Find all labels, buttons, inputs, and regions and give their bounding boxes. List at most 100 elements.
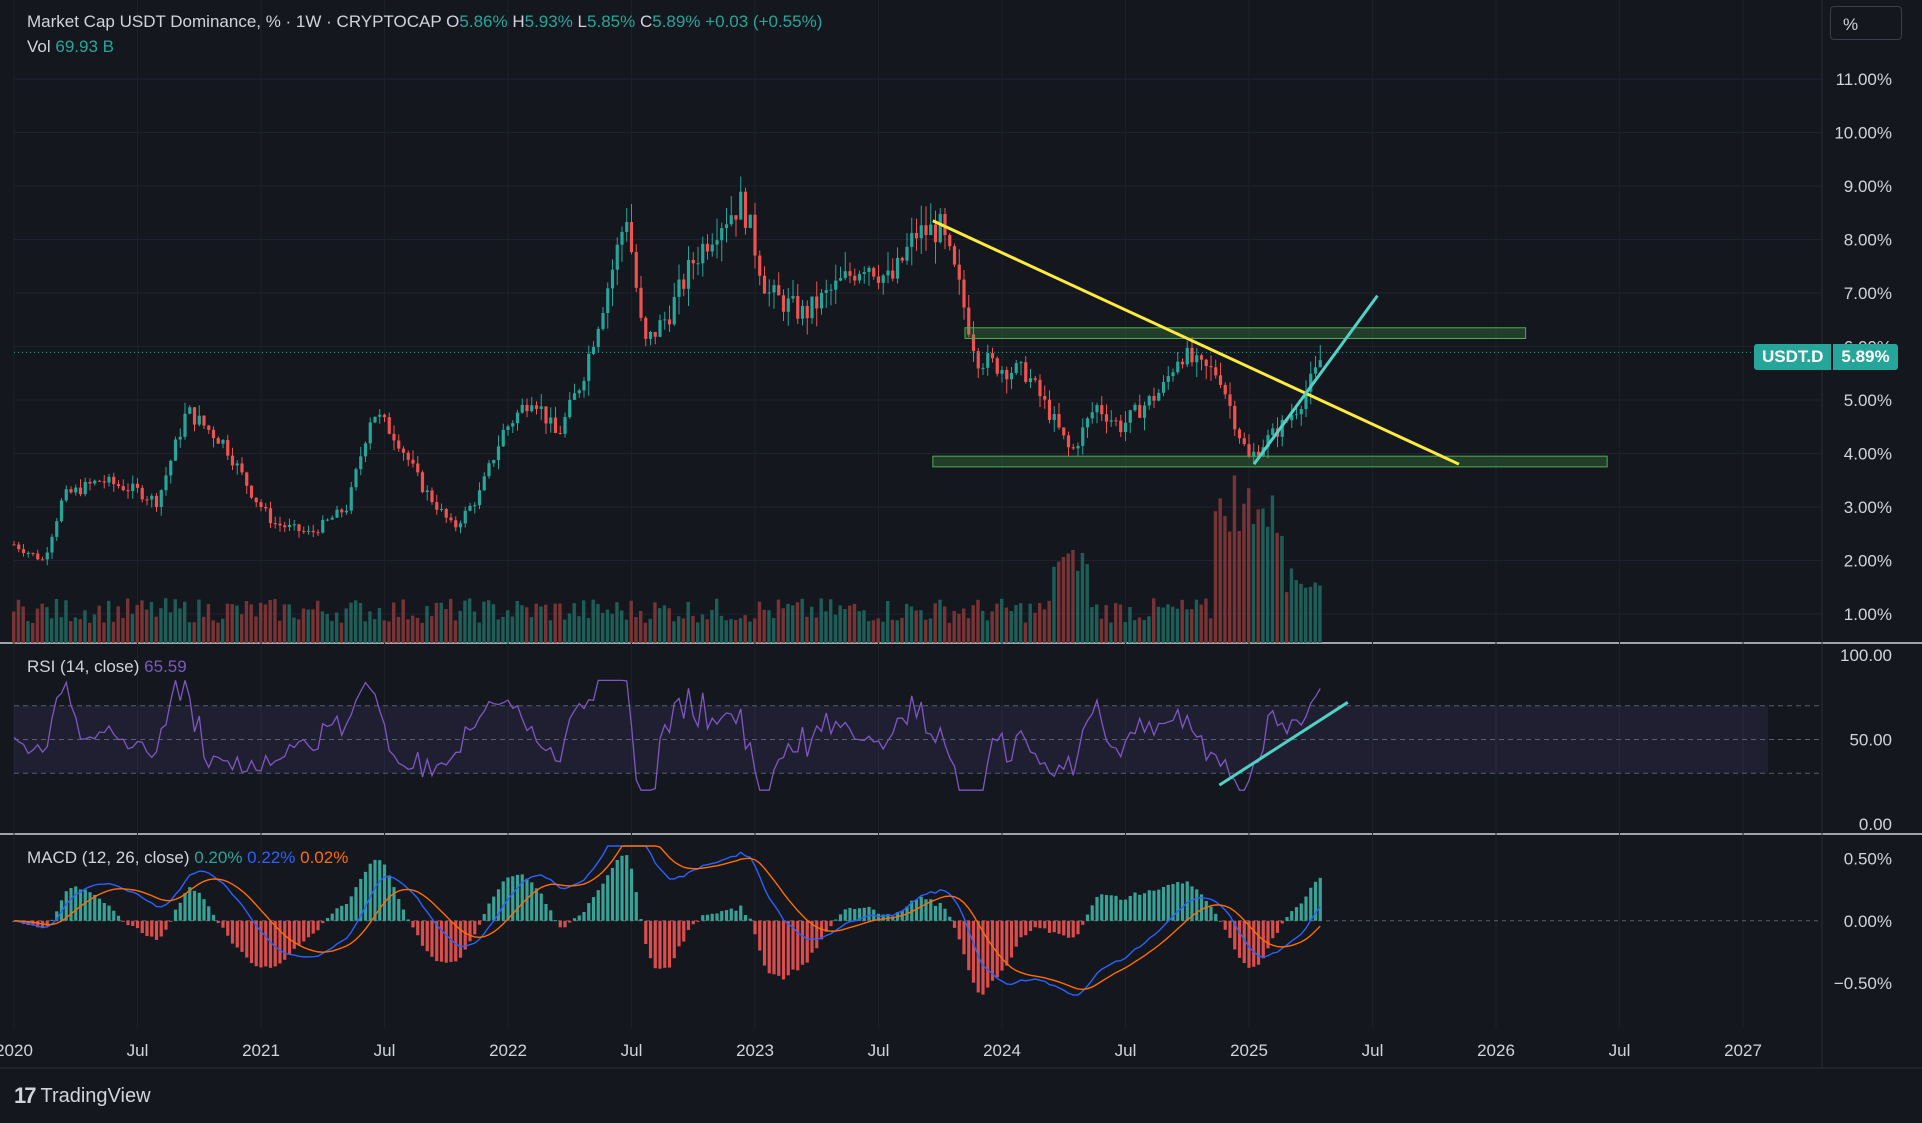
symbol-title[interactable]: Market Cap USDT Dominance, % · 1W · CRYP…: [27, 12, 442, 31]
volume-bar: [1147, 616, 1151, 643]
candle-body: [316, 532, 320, 534]
volume-bar: [425, 606, 429, 643]
volume-bar: [1080, 552, 1085, 643]
macd-histogram-bar: [1142, 893, 1147, 921]
candle-body: [69, 489, 73, 493]
volume-bar: [1066, 553, 1070, 643]
macd-histogram-bar: [1043, 920, 1047, 929]
macd-histogram-bar: [644, 920, 648, 945]
candle-body: [169, 460, 173, 476]
rsi-title[interactable]: RSI (14, close): [27, 657, 140, 676]
time-tick-label: 2022: [489, 1041, 527, 1060]
percent-scale-button[interactable]: %: [1830, 6, 1902, 40]
volume-bar: [833, 614, 838, 643]
volume-bar: [1199, 604, 1203, 643]
macd-histogram-bar: [743, 915, 748, 921]
macd-histogram-bar: [933, 905, 938, 921]
macd-histogram-bar: [178, 902, 182, 921]
vol-value: 69.93 B: [55, 37, 114, 56]
candle-body: [729, 215, 733, 225]
macd-histogram-bar: [549, 910, 553, 921]
volume-bar: [843, 609, 847, 643]
volume-bar: [938, 599, 942, 643]
volume-bar: [145, 609, 149, 643]
macd-title[interactable]: MACD (12, 26, close): [27, 848, 190, 867]
candle-body: [601, 313, 605, 329]
volume-bar: [420, 622, 424, 643]
candle-body: [582, 380, 586, 391]
candle-body: [530, 405, 534, 412]
candle-body: [31, 552, 35, 554]
close-label: C: [639, 12, 653, 31]
candle-body: [1114, 420, 1118, 422]
macd-histogram-bar: [810, 920, 814, 953]
tradingview-brand[interactable]: 17 TradingView: [14, 1083, 151, 1109]
volume-bar: [1299, 583, 1303, 643]
macd-histogram-bar: [197, 892, 201, 921]
candle-body: [501, 429, 505, 447]
candle-body: [1271, 428, 1275, 436]
volume-bar: [810, 606, 814, 643]
volume-bar: [786, 603, 790, 643]
volume-bar: [1289, 568, 1294, 643]
macd-histogram-bar: [1285, 917, 1289, 921]
high-label: H: [512, 12, 525, 31]
volume-bar: [282, 604, 287, 643]
candle-body: [815, 296, 819, 309]
candle-body: [1247, 444, 1251, 457]
volume-bar: [672, 621, 676, 643]
macd-histogram-bar: [458, 920, 463, 958]
macd-histogram-bar: [943, 908, 947, 921]
candle-body: [325, 519, 330, 521]
macd-histogram-bar: [473, 920, 477, 935]
volume-bar: [639, 610, 643, 643]
macd-histogram-bar: [245, 920, 249, 958]
volume-bar: [1028, 603, 1032, 643]
candle-body: [1166, 376, 1170, 383]
macd-histogram-bar: [1019, 920, 1023, 938]
volume-bar: [83, 610, 87, 643]
candle-body: [26, 552, 30, 554]
macd-histogram-bar: [140, 920, 144, 933]
macd-histogram-bar: [929, 899, 933, 921]
macd-histogram-bar: [406, 919, 410, 921]
candle-body: [838, 278, 843, 281]
macd-histogram-bar: [515, 874, 520, 921]
volume-bar: [406, 619, 410, 643]
volume-bar: [339, 622, 344, 643]
candle-body: [273, 523, 277, 525]
candle-body: [107, 476, 111, 483]
macd-histogram-bar: [919, 896, 923, 921]
candle-body: [506, 426, 510, 430]
candle-body: [910, 232, 914, 247]
candle-body: [1142, 405, 1147, 418]
macd-histogram-bar: [487, 903, 491, 921]
macd-histogram-bar: [69, 888, 73, 921]
macd-histogram-bar: [83, 889, 87, 921]
macd-histogram-bar: [1161, 886, 1166, 921]
volume-bar: [306, 609, 310, 643]
macd-histogram-bar: [1109, 895, 1113, 921]
volume-bar: [534, 603, 538, 643]
volume-bar: [643, 622, 648, 643]
volume-bar: [140, 600, 144, 643]
candle-body: [487, 463, 491, 477]
macd-histogram-bar: [1233, 920, 1237, 950]
volume-bar: [1171, 606, 1175, 643]
volume-bar: [610, 613, 614, 643]
volume-bar: [458, 610, 462, 643]
candle-body: [805, 305, 809, 319]
volume-bar: [411, 615, 415, 643]
volume-bar: [1313, 582, 1317, 643]
volume-bar: [662, 605, 667, 643]
candle-body: [1005, 370, 1009, 380]
volume-bar: [781, 608, 785, 643]
candle-body: [430, 490, 434, 503]
volume-bar: [1061, 557, 1066, 643]
candle-body: [696, 263, 700, 265]
candle-body: [1066, 435, 1071, 448]
candle-body: [753, 214, 757, 256]
candle-body: [587, 353, 591, 381]
candle-body: [867, 267, 871, 272]
